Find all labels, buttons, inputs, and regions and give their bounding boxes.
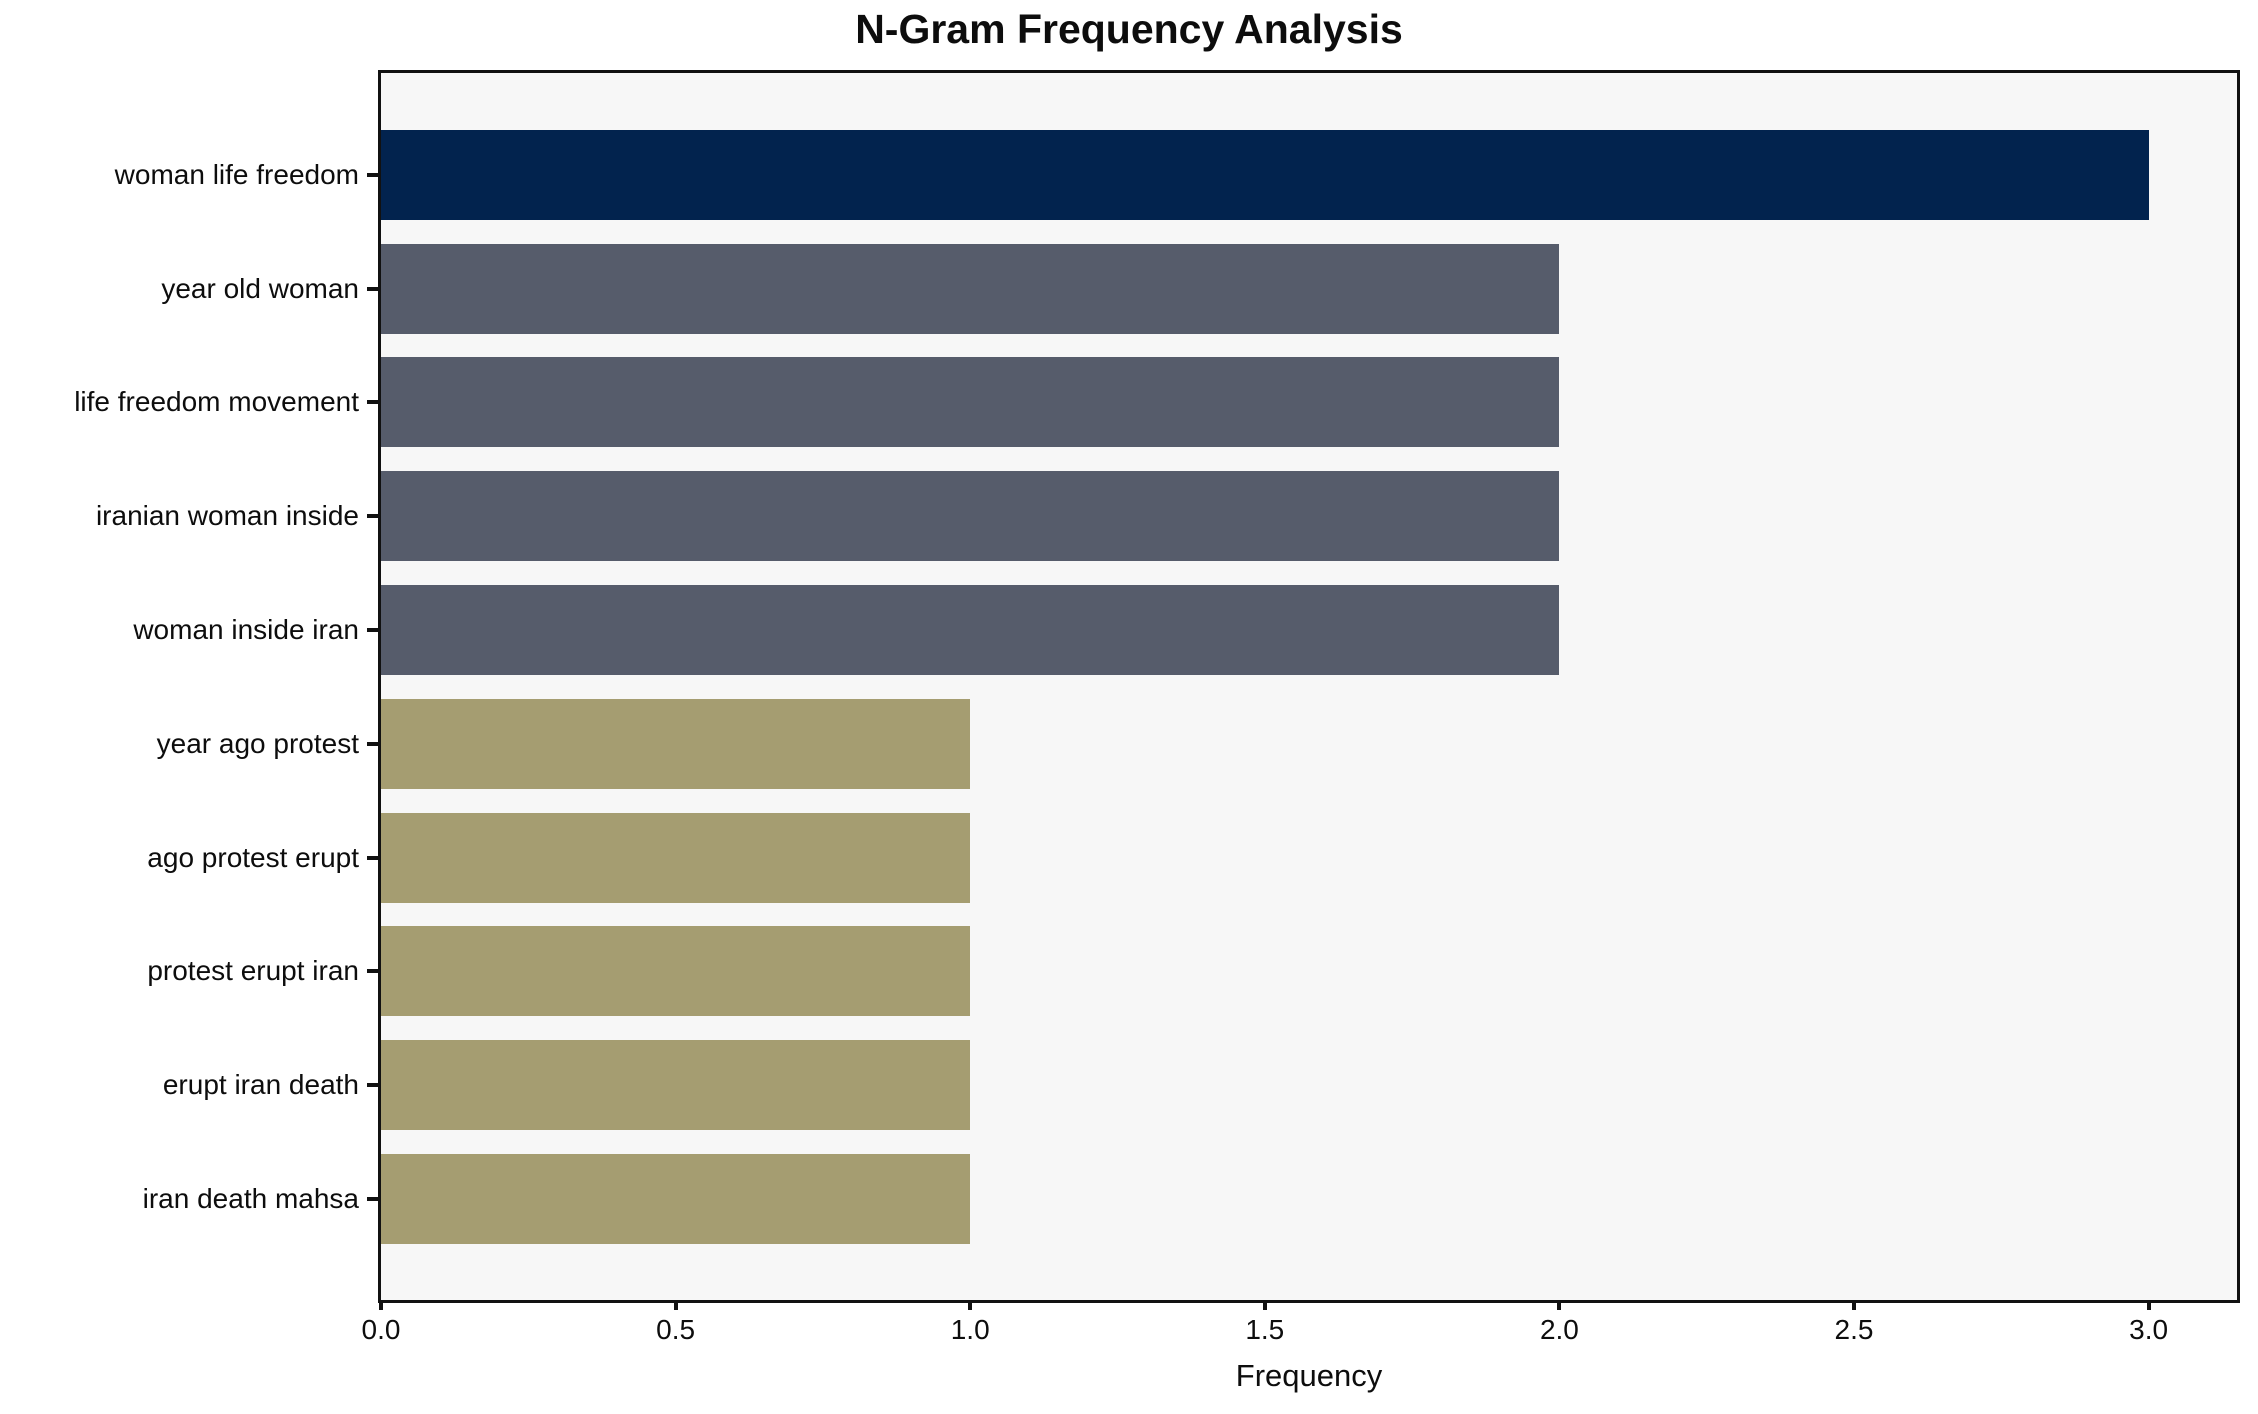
bar-row: iran death mahsa xyxy=(143,1142,2237,1256)
bar-row: erupt iran death xyxy=(163,1028,2237,1142)
y-tick-label: iranian woman inside xyxy=(95,500,359,532)
bar-row: protest erupt iran xyxy=(147,915,2237,1029)
bar-row: year ago protest xyxy=(157,687,2237,801)
y-tick-mark xyxy=(367,400,378,405)
x-tick-mark xyxy=(379,1300,383,1310)
bar xyxy=(381,1154,971,1245)
x-tick-label: 2.5 xyxy=(1834,1314,1874,1345)
x-tick-mark xyxy=(1557,1300,1562,1310)
x-axis-label: Frequency xyxy=(1235,1358,1383,1393)
bar xyxy=(381,243,1560,334)
bar xyxy=(381,357,1560,448)
bar-row: woman life freedom xyxy=(115,118,2237,232)
y-tick-label: protest erupt iran xyxy=(147,955,359,987)
bar xyxy=(381,812,971,903)
x-tick-mark xyxy=(1852,1300,1857,1310)
y-tick-label: year ago protest xyxy=(156,727,359,759)
y-tick-mark xyxy=(367,969,378,974)
y-tick-label: iran death mahsa xyxy=(142,1183,359,1215)
chart-title: N-Gram Frequency Analysis xyxy=(855,6,1403,52)
y-tick-label: life freedom movement xyxy=(74,386,359,418)
y-tick-label: woman life freedom xyxy=(114,158,359,190)
bar-row: woman inside iran xyxy=(133,573,2237,687)
x-tick-label: 0.5 xyxy=(656,1314,696,1345)
x-tick-label: 1.5 xyxy=(1245,1314,1285,1345)
x-tick-label: 1.0 xyxy=(950,1314,990,1345)
bar xyxy=(381,698,971,789)
bar xyxy=(381,926,971,1017)
y-tick-mark xyxy=(367,741,378,746)
x-tick-label: 0.0 xyxy=(361,1314,401,1345)
y-tick-label: ago protest erupt xyxy=(147,841,359,873)
y-tick-label: erupt iran death xyxy=(162,1069,359,1101)
y-tick-mark xyxy=(367,172,378,177)
y-tick-mark xyxy=(367,855,378,860)
x-tick-mark xyxy=(968,1300,973,1310)
y-tick-label: year old woman xyxy=(161,272,359,304)
x-tick-mark xyxy=(673,1300,678,1310)
y-tick-mark xyxy=(367,286,378,291)
y-tick-label: woman inside iran xyxy=(133,614,359,646)
y-tick-mark xyxy=(367,1083,378,1088)
bar-rows-container: woman life freedom year old woman life fre… xyxy=(74,73,2237,1300)
bar-row: ago protest erupt xyxy=(147,801,2237,915)
plot-area: woman life freedom year old woman life fre… xyxy=(74,70,2240,1393)
bar-row: life freedom movement xyxy=(74,346,2237,460)
bar xyxy=(381,471,1560,562)
x-tick-mark xyxy=(1262,1300,1267,1310)
x-tick-label: 3.0 xyxy=(2129,1314,2169,1345)
bar xyxy=(381,585,1560,676)
y-tick-mark xyxy=(367,628,378,633)
x-tick-mark xyxy=(2146,1300,2151,1310)
bar xyxy=(381,1040,971,1131)
bar-row: year old woman xyxy=(161,232,2237,346)
bar-row: iranian woman inside xyxy=(96,459,2237,573)
y-tick-mark xyxy=(367,514,378,519)
bar xyxy=(381,129,2149,220)
y-tick-mark xyxy=(367,1197,378,1202)
x-tick-label: 2.0 xyxy=(1539,1314,1579,1345)
